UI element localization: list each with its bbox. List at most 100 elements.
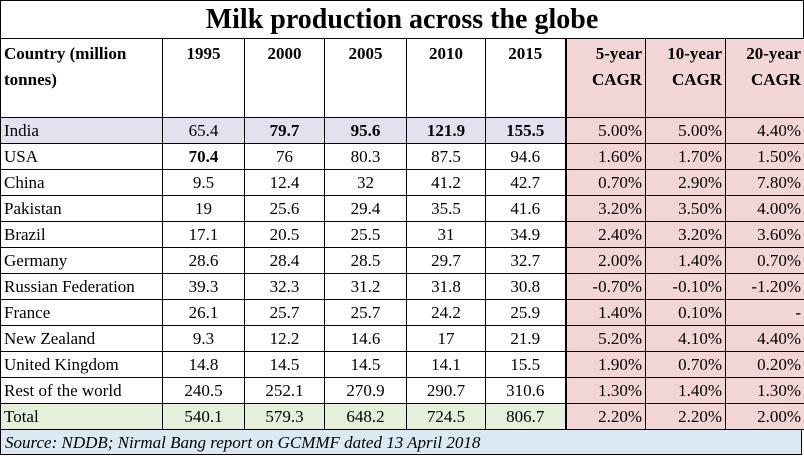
production-cell: 14.5	[244, 351, 325, 378]
milk-production-table: Country (million tonnes) 1995 2000 2005 …	[0, 38, 804, 430]
country-cell: Total	[0, 403, 163, 430]
header-cagr-20yr: 20-year CAGR	[725, 38, 804, 118]
table-row: New Zealand 9.3 12.2 14.6 17 21.9 5.20% 4.10% 4.…	[0, 325, 804, 352]
production-cell: 14.8	[162, 351, 245, 378]
production-cell: 24.2	[406, 299, 486, 326]
cagr-cell: 1.50%	[725, 143, 804, 170]
cagr-cell: 0.20%	[725, 351, 804, 378]
production-cell: 14.1	[406, 351, 486, 378]
production-cell: 17	[406, 325, 486, 352]
cagr-cell: 4.10%	[645, 325, 726, 352]
cagr-cell: 2.00%	[725, 403, 804, 430]
cagr-cell: 5.00%	[645, 117, 726, 144]
production-cell: 42.7	[485, 169, 566, 196]
table-row: China 9.5 12.4 32 41.2 42.7 0.70% 2.90% 7.80%	[0, 169, 804, 196]
production-cell: 28.4	[244, 247, 325, 274]
cagr-cell: 1.70%	[645, 143, 726, 170]
production-cell: 95.6	[324, 117, 407, 144]
country-cell: Brazil	[0, 221, 163, 248]
production-cell: 724.5	[406, 403, 486, 430]
production-cell: 29.7	[406, 247, 486, 274]
production-cell: 32.3	[244, 273, 325, 300]
production-cell: 270.9	[324, 377, 407, 404]
table-title: Milk production across the globe	[0, 0, 804, 39]
cagr-cell: 3.20%	[645, 221, 726, 248]
production-cell: 65.4	[162, 117, 245, 144]
production-cell: 31.8	[406, 273, 486, 300]
cagr-cell: 1.40%	[645, 377, 726, 404]
header-cagr-10yr: 10-year CAGR	[645, 38, 726, 118]
production-cell: 648.2	[324, 403, 407, 430]
production-cell: 155.5	[485, 117, 566, 144]
table-row: Russian Federation 39.3 32.3 31.2 31.8 30.8 -0…	[0, 273, 804, 300]
production-cell: 80.3	[324, 143, 407, 170]
production-cell: 17.1	[162, 221, 245, 248]
production-cell: 806.7	[485, 403, 566, 430]
production-cell: 41.2	[406, 169, 486, 196]
production-cell: 25.7	[324, 299, 407, 326]
cagr-cell: 2.90%	[645, 169, 726, 196]
source-note: Source: NDDB; Nirmal Bang report on GCMM…	[0, 429, 802, 455]
production-cell: 290.7	[406, 377, 486, 404]
production-cell: 30.8	[485, 273, 566, 300]
production-cell: 39.3	[162, 273, 245, 300]
production-cell: 25.5	[324, 221, 407, 248]
table-row: India 65.4 79.7 95.6 121.9 155.5 5.00% 5.00% 4.4…	[0, 117, 804, 144]
table-row: Rest of the world 240.5 252.1 270.9 290.7 310…	[0, 377, 804, 404]
table-row: USA 70.4 76 80.3 87.5 94.6 1.60% 1.70% 1.50%	[0, 143, 804, 170]
table-row: Germany 28.6 28.4 28.5 29.7 32.7 2.00% 1.40% 0.7…	[0, 247, 804, 274]
cagr-cell: 1.40%	[564, 299, 646, 326]
cagr-cell: 1.30%	[725, 377, 804, 404]
table-row: Brazil 17.1 20.5 25.5 31 34.9 2.40% 3.20% 3.60%	[0, 221, 804, 248]
production-cell: 32	[324, 169, 407, 196]
country-cell: India	[0, 117, 163, 144]
production-cell: 32.7	[485, 247, 566, 274]
production-cell: 28.5	[324, 247, 407, 274]
production-cell: 12.2	[244, 325, 325, 352]
cagr-cell: 4.00%	[725, 195, 804, 222]
production-cell: 579.3	[244, 403, 325, 430]
cagr-cell: 1.90%	[564, 351, 646, 378]
production-cell: 41.6	[485, 195, 566, 222]
country-cell: USA	[0, 143, 163, 170]
production-cell: 14.5	[324, 351, 407, 378]
production-cell: 21.9	[485, 325, 566, 352]
production-cell: 35.5	[406, 195, 486, 222]
production-cell: 29.4	[324, 195, 407, 222]
country-cell: Germany	[0, 247, 163, 274]
country-cell: Pakistan	[0, 195, 163, 222]
cagr-cell: 3.50%	[645, 195, 726, 222]
cagr-cell: 3.60%	[725, 221, 804, 248]
production-cell: 25.9	[485, 299, 566, 326]
production-cell: 14.6	[324, 325, 407, 352]
cagr-cell: 5.20%	[564, 325, 646, 352]
production-cell: 28.6	[162, 247, 245, 274]
production-cell: 9.3	[162, 325, 245, 352]
production-cell: 121.9	[406, 117, 486, 144]
header-year: 2015	[485, 38, 566, 118]
cagr-cell: 1.40%	[645, 247, 726, 274]
production-cell: 94.6	[485, 143, 566, 170]
production-cell: 9.5	[162, 169, 245, 196]
cagr-cell: 0.70%	[564, 169, 646, 196]
country-cell: China	[0, 169, 163, 196]
production-cell: 26.1	[162, 299, 245, 326]
production-cell: 34.9	[485, 221, 566, 248]
country-cell: Rest of the world	[0, 377, 163, 404]
cagr-cell: 0.70%	[645, 351, 726, 378]
production-cell: 70.4	[162, 143, 245, 170]
production-cell: 76	[244, 143, 325, 170]
production-cell: 87.5	[406, 143, 486, 170]
production-cell: 20.5	[244, 221, 325, 248]
country-cell: France	[0, 299, 163, 326]
table-row: Pakistan 19 25.6 29.4 35.5 41.6 3.20% 3.50% 4.00…	[0, 195, 804, 222]
cagr-cell: 1.60%	[564, 143, 646, 170]
production-cell: 15.5	[485, 351, 566, 378]
cagr-cell: 3.20%	[564, 195, 646, 222]
header-year: 2000	[244, 38, 325, 118]
cagr-cell: 4.40%	[725, 117, 804, 144]
country-cell: Russian Federation	[0, 273, 163, 300]
cagr-cell: 2.40%	[564, 221, 646, 248]
country-cell: New Zealand	[0, 325, 163, 352]
header-year: 1995	[162, 38, 245, 118]
